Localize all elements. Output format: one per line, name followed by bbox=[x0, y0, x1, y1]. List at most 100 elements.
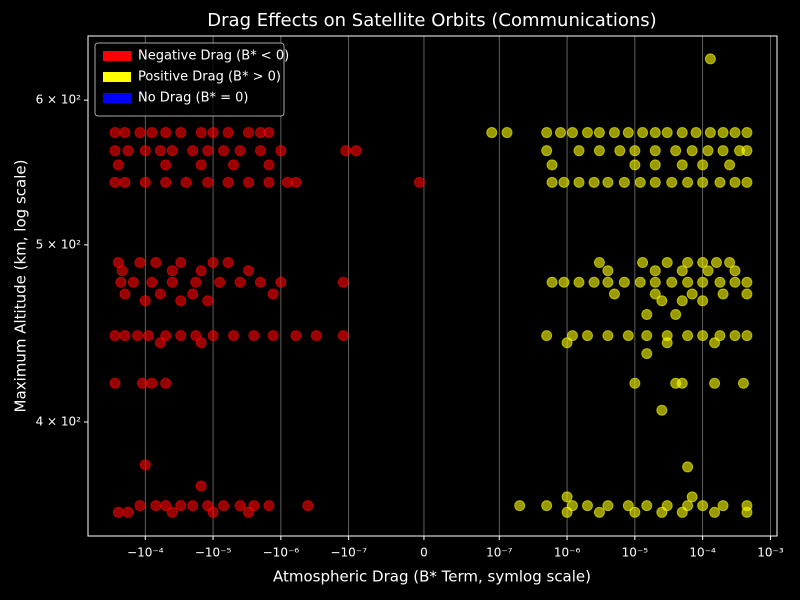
point bbox=[340, 145, 352, 157]
point bbox=[634, 176, 646, 188]
point bbox=[634, 276, 646, 288]
point bbox=[160, 500, 172, 512]
point bbox=[122, 506, 134, 518]
point bbox=[709, 377, 721, 389]
point bbox=[573, 276, 585, 288]
point bbox=[741, 127, 753, 139]
point bbox=[622, 330, 634, 342]
point bbox=[702, 145, 714, 157]
x-tick-label: 10⁻⁵ bbox=[622, 546, 649, 560]
point bbox=[222, 127, 234, 139]
point bbox=[134, 127, 146, 139]
point bbox=[670, 309, 682, 321]
point bbox=[337, 276, 349, 288]
point bbox=[608, 288, 620, 300]
point bbox=[119, 330, 131, 342]
point bbox=[629, 145, 641, 157]
x-tick-label: −10⁻⁵ bbox=[195, 546, 232, 560]
point bbox=[686, 288, 698, 300]
point bbox=[112, 159, 124, 171]
point bbox=[243, 265, 255, 277]
point bbox=[119, 127, 131, 139]
point bbox=[629, 159, 641, 171]
point bbox=[413, 176, 425, 188]
point bbox=[134, 500, 146, 512]
point bbox=[629, 377, 641, 389]
point bbox=[737, 377, 749, 389]
point bbox=[670, 145, 682, 157]
x-tick-label: −10⁻⁶ bbox=[263, 546, 300, 560]
point bbox=[187, 145, 199, 157]
x-tick-label: 10⁻³ bbox=[757, 546, 784, 560]
x-tick-label: 0 bbox=[420, 546, 428, 560]
point bbox=[109, 127, 121, 139]
point bbox=[195, 159, 207, 171]
point bbox=[649, 145, 661, 157]
point bbox=[166, 265, 178, 277]
point bbox=[248, 330, 260, 342]
point bbox=[641, 500, 653, 512]
point bbox=[686, 145, 698, 157]
point bbox=[146, 127, 158, 139]
point bbox=[514, 500, 526, 512]
point bbox=[555, 127, 567, 139]
y-tick-label: 4 × 10² bbox=[36, 415, 82, 429]
legend-swatch bbox=[103, 93, 131, 103]
x-tick-label: 10⁻⁴ bbox=[689, 546, 716, 560]
point bbox=[661, 337, 673, 349]
point bbox=[267, 288, 279, 300]
point bbox=[136, 377, 148, 389]
point bbox=[134, 257, 146, 269]
point bbox=[618, 276, 630, 288]
point bbox=[717, 145, 729, 157]
point bbox=[139, 459, 151, 471]
point bbox=[714, 176, 726, 188]
point bbox=[337, 330, 349, 342]
point bbox=[109, 145, 121, 157]
plot-frame bbox=[87, 35, 778, 537]
point bbox=[717, 500, 729, 512]
point bbox=[741, 330, 753, 342]
point bbox=[310, 330, 322, 342]
point bbox=[160, 127, 172, 139]
legend-label: No Drag (B* = 0) bbox=[138, 91, 249, 106]
point bbox=[697, 330, 709, 342]
point bbox=[649, 176, 661, 188]
point bbox=[593, 506, 605, 518]
point bbox=[566, 127, 578, 139]
x-axis-label: Atmospheric Drag (B* Term, symlog scale) bbox=[273, 568, 591, 586]
point bbox=[190, 276, 202, 288]
point bbox=[661, 257, 673, 269]
point bbox=[702, 265, 714, 277]
point bbox=[573, 176, 585, 188]
point bbox=[175, 330, 187, 342]
point bbox=[661, 127, 673, 139]
point bbox=[175, 295, 187, 307]
point bbox=[132, 330, 144, 342]
point bbox=[593, 145, 605, 157]
point bbox=[243, 506, 255, 518]
point bbox=[710, 257, 722, 269]
point bbox=[697, 500, 709, 512]
x-tick-label: −10⁻⁷ bbox=[330, 546, 367, 560]
point bbox=[166, 276, 178, 288]
point bbox=[676, 506, 688, 518]
point bbox=[115, 276, 127, 288]
point bbox=[218, 145, 230, 157]
point bbox=[666, 276, 678, 288]
point bbox=[195, 127, 207, 139]
point bbox=[166, 145, 178, 157]
point bbox=[676, 127, 688, 139]
point bbox=[682, 276, 694, 288]
point bbox=[501, 127, 513, 139]
point bbox=[709, 337, 721, 349]
point bbox=[697, 176, 709, 188]
point bbox=[741, 276, 753, 288]
point bbox=[729, 330, 741, 342]
point bbox=[243, 127, 255, 139]
point bbox=[581, 500, 593, 512]
point bbox=[602, 500, 614, 512]
point bbox=[175, 127, 187, 139]
point bbox=[254, 145, 266, 157]
point bbox=[146, 276, 158, 288]
